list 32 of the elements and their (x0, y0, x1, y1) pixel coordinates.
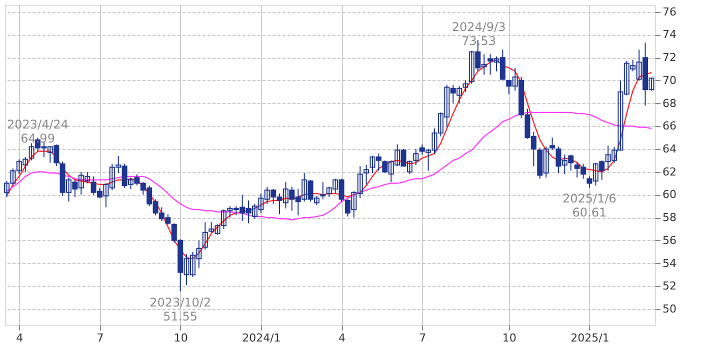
y-tick-label: 62 (662, 165, 676, 178)
x-tick-label: 2025/1 (570, 332, 610, 344)
candlestick (550, 137, 556, 151)
candlestick (364, 164, 370, 185)
candlestick (320, 182, 326, 200)
y-tick-label: 66 (662, 120, 676, 133)
annotation: 2023/4/24 64.99 (7, 118, 69, 146)
y-tick-label: 76 (662, 5, 676, 18)
y-tick-label: 50 (662, 302, 676, 316)
x-tick-label: 7 (419, 332, 426, 344)
y-tick-label: 52 (662, 280, 676, 293)
x-tick-label: 10 (174, 332, 188, 344)
y-tick-label: 68 (662, 96, 676, 110)
y-tick-label: 72 (662, 51, 676, 64)
y-tick-label: 56 (662, 234, 676, 247)
y-tick-label: 64 (662, 142, 676, 156)
x-tick-label: 10 (502, 332, 516, 344)
x-tick-label: 4 (16, 332, 24, 344)
candlestick (462, 80, 468, 92)
x-tick-label: 7 (96, 332, 104, 344)
x-tick-label: 4 (338, 332, 346, 344)
candlestick (413, 148, 419, 166)
candlestick (202, 222, 208, 250)
y-tick-label: 54 (662, 256, 676, 270)
y-tick-label: 60 (662, 188, 676, 202)
annotation: 2024/9/3 73.53 (452, 20, 506, 48)
y-tick-label: 58 (662, 211, 676, 224)
x-tick-label: 2024/1 (242, 332, 281, 344)
annotation: 2025/1/6 60.61 (562, 192, 616, 220)
y-tick-label: 70 (662, 74, 676, 87)
annotation: 2023/10/2 51.55 (150, 295, 212, 324)
y-tick-label: 74 (662, 28, 676, 42)
